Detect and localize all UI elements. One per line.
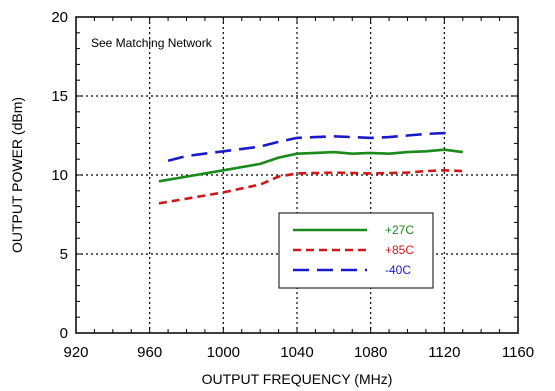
x-tick-label: 1040 <box>280 344 313 361</box>
x-tick-label: 920 <box>63 344 88 361</box>
y-tick-label: 15 <box>51 88 68 105</box>
y-axis-title: OUTPUT POWER (dBm) <box>9 97 25 253</box>
tick-label-layer: 920 960 1000 1040 1080 1120 1160 0 5 10 15 20 <box>51 9 534 361</box>
y-tick-label: 20 <box>51 9 68 26</box>
x-tick-label: 1080 <box>354 344 387 361</box>
y-tick-label: 10 <box>51 167 68 184</box>
legend: +27C +85C -40C <box>278 212 434 289</box>
series-layer <box>158 131 463 205</box>
chart-annotation: See Matching Network <box>91 36 213 50</box>
x-tick-label: 1160 <box>502 344 534 361</box>
legend-label-27c: +27C <box>385 223 414 237</box>
legend-label-minus40c: -40C <box>385 263 411 277</box>
y-tick-label: 0 <box>60 325 68 342</box>
x-tick-label: 1120 <box>428 344 460 361</box>
legend-label-85c: +85C <box>385 243 414 257</box>
legend-box <box>278 212 434 289</box>
x-axis-title: OUTPUT FREQUENCY (MHz) <box>202 371 393 387</box>
series-line <box>158 169 463 205</box>
series-line <box>167 131 454 163</box>
series-line <box>158 148 463 183</box>
y-tick-label: 5 <box>60 246 68 263</box>
minor-ticks <box>76 17 518 333</box>
x-tick-label: 960 <box>137 344 162 361</box>
x-tick-label: 1000 <box>207 344 240 361</box>
